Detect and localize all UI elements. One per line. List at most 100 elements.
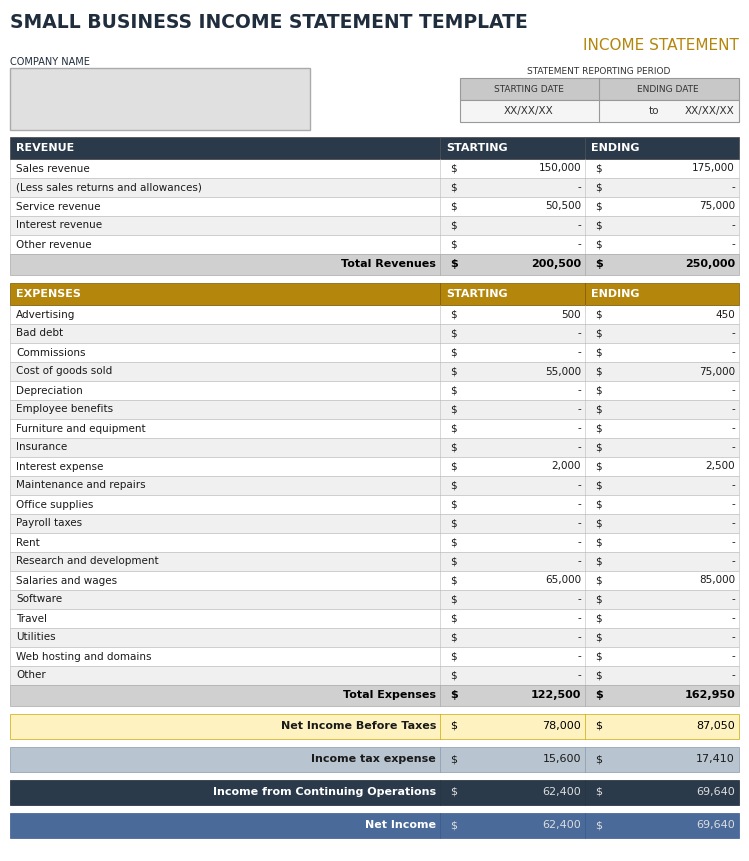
Bar [10, 514, 739, 533]
Text: $: $ [595, 405, 601, 414]
Text: 69,640: 69,640 [697, 787, 735, 797]
Bar [10, 178, 739, 197]
Text: -: - [577, 499, 581, 510]
Text: $: $ [450, 348, 457, 357]
Text: $: $ [595, 575, 601, 585]
Text: 15,600: 15,600 [542, 754, 581, 764]
Bar [10, 476, 739, 495]
Bar [10, 647, 739, 666]
Text: $: $ [595, 259, 603, 269]
Text: 65,000: 65,000 [545, 575, 581, 585]
Text: $: $ [450, 652, 457, 661]
Text: Furniture and equipment: Furniture and equipment [16, 424, 145, 433]
Text: Payroll taxes: Payroll taxes [16, 518, 82, 529]
Text: XX/XX/XX: XX/XX/XX [504, 106, 554, 116]
Text: -: - [577, 594, 581, 604]
Text: Depreciation: Depreciation [16, 386, 82, 395]
Text: $: $ [450, 820, 457, 830]
Bar [10, 254, 739, 275]
Text: Net Income Before Taxes: Net Income Before Taxes [281, 721, 436, 731]
Text: $: $ [595, 652, 601, 661]
Text: Insurance: Insurance [16, 443, 67, 453]
Text: -: - [577, 537, 581, 548]
Text: $: $ [450, 386, 457, 395]
Text: $: $ [450, 480, 457, 491]
Text: $: $ [595, 480, 601, 491]
Text: 55,000: 55,000 [545, 367, 581, 376]
Text: $: $ [595, 329, 601, 338]
Text: -: - [731, 348, 735, 357]
Text: -: - [577, 443, 581, 453]
Text: $: $ [595, 820, 602, 830]
Text: 250,000: 250,000 [685, 259, 735, 269]
Text: Other revenue: Other revenue [16, 239, 91, 250]
Text: $: $ [595, 201, 601, 212]
Text: $: $ [595, 754, 602, 764]
Text: $: $ [595, 690, 603, 700]
Text: ENDING: ENDING [591, 289, 640, 299]
Text: 122,500: 122,500 [530, 690, 581, 700]
Bar [10, 628, 739, 647]
Text: $: $ [595, 633, 601, 642]
Text: $: $ [595, 348, 601, 357]
Text: $: $ [595, 424, 601, 433]
Text: Interest expense: Interest expense [16, 461, 103, 472]
Text: Utilities: Utilities [16, 633, 55, 642]
Text: $: $ [450, 499, 457, 510]
Text: $: $ [450, 754, 457, 764]
Text: $: $ [595, 220, 601, 231]
Text: $: $ [450, 461, 457, 472]
Text: -: - [577, 614, 581, 623]
Text: $: $ [450, 183, 457, 193]
Text: -: - [731, 480, 735, 491]
Text: STARTING DATE: STARTING DATE [494, 84, 564, 94]
Text: (Less sales returns and allowances): (Less sales returns and allowances) [16, 183, 202, 193]
Text: Maintenance and repairs: Maintenance and repairs [16, 480, 145, 491]
Text: -: - [731, 499, 735, 510]
Text: -: - [731, 386, 735, 395]
Bar [10, 216, 739, 235]
Bar [10, 438, 739, 457]
Text: $: $ [450, 518, 457, 529]
Text: SMALL BUSINESS INCOME STATEMENT TEMPLATE: SMALL BUSINESS INCOME STATEMENT TEMPLATE [10, 13, 528, 32]
Text: -: - [731, 652, 735, 661]
Bar [10, 305, 739, 324]
Bar [10, 235, 739, 254]
Bar [10, 68, 310, 130]
Bar [10, 813, 739, 838]
Text: $: $ [450, 537, 457, 548]
Text: -: - [577, 424, 581, 433]
Text: 62,400: 62,400 [542, 787, 581, 797]
Text: -: - [577, 556, 581, 567]
Text: $: $ [450, 721, 457, 731]
Bar [460, 78, 739, 100]
Text: $: $ [595, 386, 601, 395]
Text: 75,000: 75,000 [699, 367, 735, 376]
Bar [10, 685, 739, 706]
Text: $: $ [450, 594, 457, 604]
Text: $: $ [450, 220, 457, 231]
Text: 162,950: 162,950 [685, 690, 735, 700]
Text: INCOME STATEMENT: INCOME STATEMENT [583, 39, 739, 53]
Text: -: - [731, 614, 735, 623]
Text: Net Income: Net Income [365, 820, 436, 830]
Text: -: - [731, 220, 735, 231]
Text: -: - [731, 556, 735, 567]
Text: $: $ [450, 575, 457, 585]
Text: 50,500: 50,500 [545, 201, 581, 212]
Text: Software: Software [16, 594, 62, 604]
Text: -: - [731, 633, 735, 642]
Text: STARTING: STARTING [446, 143, 508, 153]
Text: -: - [577, 348, 581, 357]
Text: -: - [577, 633, 581, 642]
Text: $: $ [450, 443, 457, 453]
Text: $: $ [595, 556, 601, 567]
Text: -: - [731, 329, 735, 338]
Bar [10, 283, 739, 305]
Text: 2,500: 2,500 [706, 461, 735, 472]
Text: $: $ [595, 183, 601, 193]
Text: 69,640: 69,640 [697, 820, 735, 830]
Bar [10, 159, 739, 178]
Text: $: $ [450, 614, 457, 623]
Text: -: - [731, 671, 735, 680]
